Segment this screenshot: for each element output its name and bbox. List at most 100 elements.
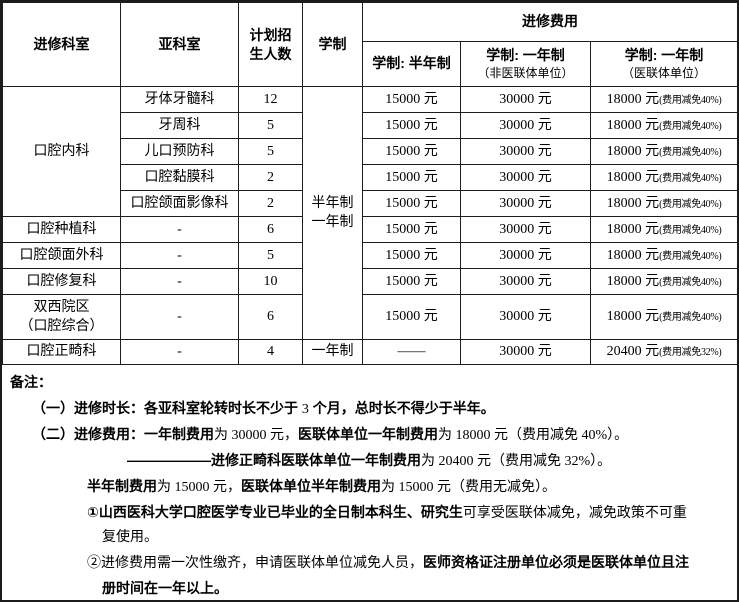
dept-cell: 口腔修复科 xyxy=(2,268,121,295)
sub-cell: 儿口预防科 xyxy=(120,138,239,165)
col-header-department: 进修科室 xyxy=(2,2,121,87)
sub-cell: 牙体牙髓科 xyxy=(120,86,239,113)
dept-cell: 口腔种植科 xyxy=(2,216,121,243)
fee-half-cell: 15000 元 xyxy=(362,242,461,269)
sub-cell: 口腔黏膜科 xyxy=(120,164,239,191)
col-header-quota: 计划招 生人数 xyxy=(238,2,303,87)
fee-union-cell: 18000 元(费用减免40%) xyxy=(589,294,739,340)
quota-cell: 6 xyxy=(238,294,303,340)
quota-cell: 5 xyxy=(238,112,303,139)
sub-cell: 牙周科 xyxy=(120,112,239,139)
fee-union-cell: 18000 元(费用减免40%) xyxy=(589,86,739,113)
dept-cell: 口腔内科 xyxy=(2,86,121,217)
quota-cell: 6 xyxy=(238,216,303,243)
remarks-section: 备注： （一）进修时长：各亚科室轮转时长不少于 3 个月，总时长不得少于半年。 （二… xyxy=(2,365,737,602)
note-segment: 备注： xyxy=(10,374,52,390)
note-segment: ①山西医科大学口腔医学专业已毕业的全日制本科生、研究生 xyxy=(87,504,463,520)
table-row: 口腔种植科 - 6 15000 元 30000 元 18000 元(费用减免40… xyxy=(2,216,739,243)
fee-half-cell: 15000 元 xyxy=(362,268,461,295)
fee-half-cell: 15000 元 xyxy=(362,112,461,139)
fee-union-cell: 18000 元(费用减免40%) xyxy=(589,216,739,243)
sub-cell: 口腔颌面影像科 xyxy=(120,190,239,217)
quota-cell: 10 xyxy=(238,268,303,295)
note-segment: 医师资格证注册单位必须是医联体单位且注 xyxy=(423,554,689,570)
schedule-cell: 半年制 一年制 xyxy=(302,86,363,340)
training-fee-table: 进修科室 亚科室 计划招 生人数 学制 进修费用 学制: 半年制 学制: 一年制… xyxy=(2,2,739,365)
note-segment: 半年制费用 xyxy=(87,478,157,494)
quota-cell: 4 xyxy=(238,339,303,365)
col-header-quota-line2: 生人数 xyxy=(249,45,292,62)
note-segment: 为 15000 元， xyxy=(157,480,241,495)
dept-cell: 口腔正畸科 xyxy=(2,339,121,365)
fee-half-cell: 15000 元 xyxy=(362,190,461,217)
fee-year-cell: 30000 元 xyxy=(460,294,591,340)
sub-cell: - xyxy=(120,216,239,243)
fee-half-cell: 15000 元 xyxy=(362,216,461,243)
note-line: 备注： xyxy=(2,370,731,396)
note-line: ①山西医科大学口腔医学专业已毕业的全日制本科生、研究生可享受医联体减免，减免政策… xyxy=(2,500,731,526)
dept-cell: 双西院区 （口腔综合） xyxy=(2,294,121,340)
fee-year-cell: 30000 元 xyxy=(460,164,591,191)
table-row: 双西院区 （口腔综合） - 6 15000 元 30000 元 18000 元(… xyxy=(2,294,739,340)
table-row: 口腔颌面影像科 2 15000 元 30000 元 18000 元(费用减免40… xyxy=(3,190,739,217)
note-segment: 复使用。 xyxy=(102,530,158,545)
fee-union-cell: 18000 元(费用减免40%) xyxy=(589,112,739,139)
note-segment: ②进修费用需一次性缴齐，申请医联体单位减免人员， xyxy=(87,556,423,571)
fee-union-cell: 18000 元(费用减免40%) xyxy=(589,164,739,191)
table-row: 口腔黏膜科 2 15000 元 30000 元 18000 元(费用减免40%) xyxy=(3,164,739,191)
note-segment: （一）进修时长：各亚科室轮转时长不少于 xyxy=(32,400,302,416)
note-segment: 册时间在一年以上。 xyxy=(102,580,228,596)
quota-cell: 5 xyxy=(238,242,303,269)
table-row: 口腔内科 牙体牙髓科 12 半年制 一年制 15000 元 30000 元 18… xyxy=(2,86,739,340)
note-line: 复使用。 xyxy=(2,526,731,550)
fee-union-cell: 18000 元(费用减免40%) xyxy=(589,190,739,217)
note-segment: ——————进修正畸科医联体单位一年制费用 xyxy=(127,452,421,468)
schedule-line2: 一年制 xyxy=(311,215,354,230)
note-line: ——————进修正畸科医联体单位一年制费用为 20400 元（费用减免 32%）… xyxy=(2,448,731,474)
col-header-fee-one-year-nonunion: 学制: 一年制 （非医联体单位） xyxy=(460,41,591,87)
note-segment: 为 15000 元（费用无减免）。 xyxy=(381,480,556,495)
col-header-fee-group: 进修费用 xyxy=(361,2,739,42)
quota-cell: 5 xyxy=(238,138,303,165)
note-line: （二）进修费用：一年制费用为 30000 元，医联体单位一年制费用为 18000… xyxy=(2,422,731,448)
fee-one-year-union-line2: （医联体单位） xyxy=(622,65,707,80)
table-row: 口腔颌面外科 - 5 15000 元 30000 元 18000 元(费用减免4… xyxy=(2,242,739,269)
note-segment: 为 30000 元， xyxy=(214,428,298,443)
fee-union-cell: 20400 元(费用减免32%) xyxy=(589,339,739,365)
note-line: （一）进修时长：各亚科室轮转时长不少于 3 个月，总时长不得少于半年。 xyxy=(2,396,731,422)
fee-union-cell: 18000 元(费用减免40%) xyxy=(589,268,739,295)
fee-one-year-nonunion-line2: （非医联体单位） xyxy=(477,65,574,80)
fee-half-cell: 15000 元 xyxy=(362,86,461,113)
fee-one-year-nonunion-line1: 学制: 一年制 xyxy=(486,47,565,64)
quota-cell: 2 xyxy=(238,164,303,191)
fee-one-year-union-line1: 学制: 一年制 xyxy=(624,47,704,64)
col-header-fee-half-year: 学制: 半年制 xyxy=(362,41,461,87)
fee-half-cell: 15000 元 xyxy=(362,138,461,165)
fee-year-cell: 30000 元 xyxy=(460,190,591,217)
fee-half-cell: 15000 元 xyxy=(362,294,461,340)
note-segment: 医联体单位半年制费用 xyxy=(241,478,381,494)
col-header-fee-one-year-union: 学制: 一年制 （医联体单位） xyxy=(589,41,739,87)
table-row: 口腔正畸科 - 4 一年制 —— 30000 元 20400 元(费用减免32%… xyxy=(2,339,739,365)
sub-cell: - xyxy=(120,294,239,340)
note-line: 册时间在一年以上。 xyxy=(2,576,731,602)
sub-cell: - xyxy=(120,242,239,269)
col-header-schedule: 学制 xyxy=(302,2,363,87)
fee-year-cell: 30000 元 xyxy=(460,216,591,243)
note-segment: 医联体单位一年制费用 xyxy=(298,426,438,442)
notes-lines: 备注： （一）进修时长：各亚科室轮转时长不少于 3 个月，总时长不得少于半年。 （二… xyxy=(2,370,731,602)
col-header-subdepartment: 亚科室 xyxy=(120,2,239,87)
dept-cell: 口腔颌面外科 xyxy=(2,242,121,269)
table-row: 儿口预防科 5 15000 元 30000 元 18000 元(费用减免40%) xyxy=(3,138,739,165)
note-line: ②进修费用需一次性缴齐，申请医联体单位减免人员，医师资格证注册单位必须是医联体单… xyxy=(2,550,731,576)
fee-half-cell: —— xyxy=(362,339,461,365)
fee-union-cell: 18000 元(费用减免40%) xyxy=(589,242,739,269)
fee-year-cell: 30000 元 xyxy=(460,242,591,269)
fee-year-cell: 30000 元 xyxy=(460,86,591,113)
fee-year-cell: 30000 元 xyxy=(460,138,591,165)
header-row-2: 学制: 半年制 学制: 一年制 （非医联体单位） 学制: 一年制 （医联体单位） xyxy=(3,41,739,87)
schedule-cell: 一年制 xyxy=(302,339,363,365)
header-row-1: 进修科室 亚科室 计划招 生人数 学制 进修费用 xyxy=(2,2,739,87)
note-line: 半年制费用为 15000 元，医联体单位半年制费用为 15000 元（费用无减免… xyxy=(2,474,731,500)
col-header-quota-line1: 计划招 xyxy=(249,26,292,43)
